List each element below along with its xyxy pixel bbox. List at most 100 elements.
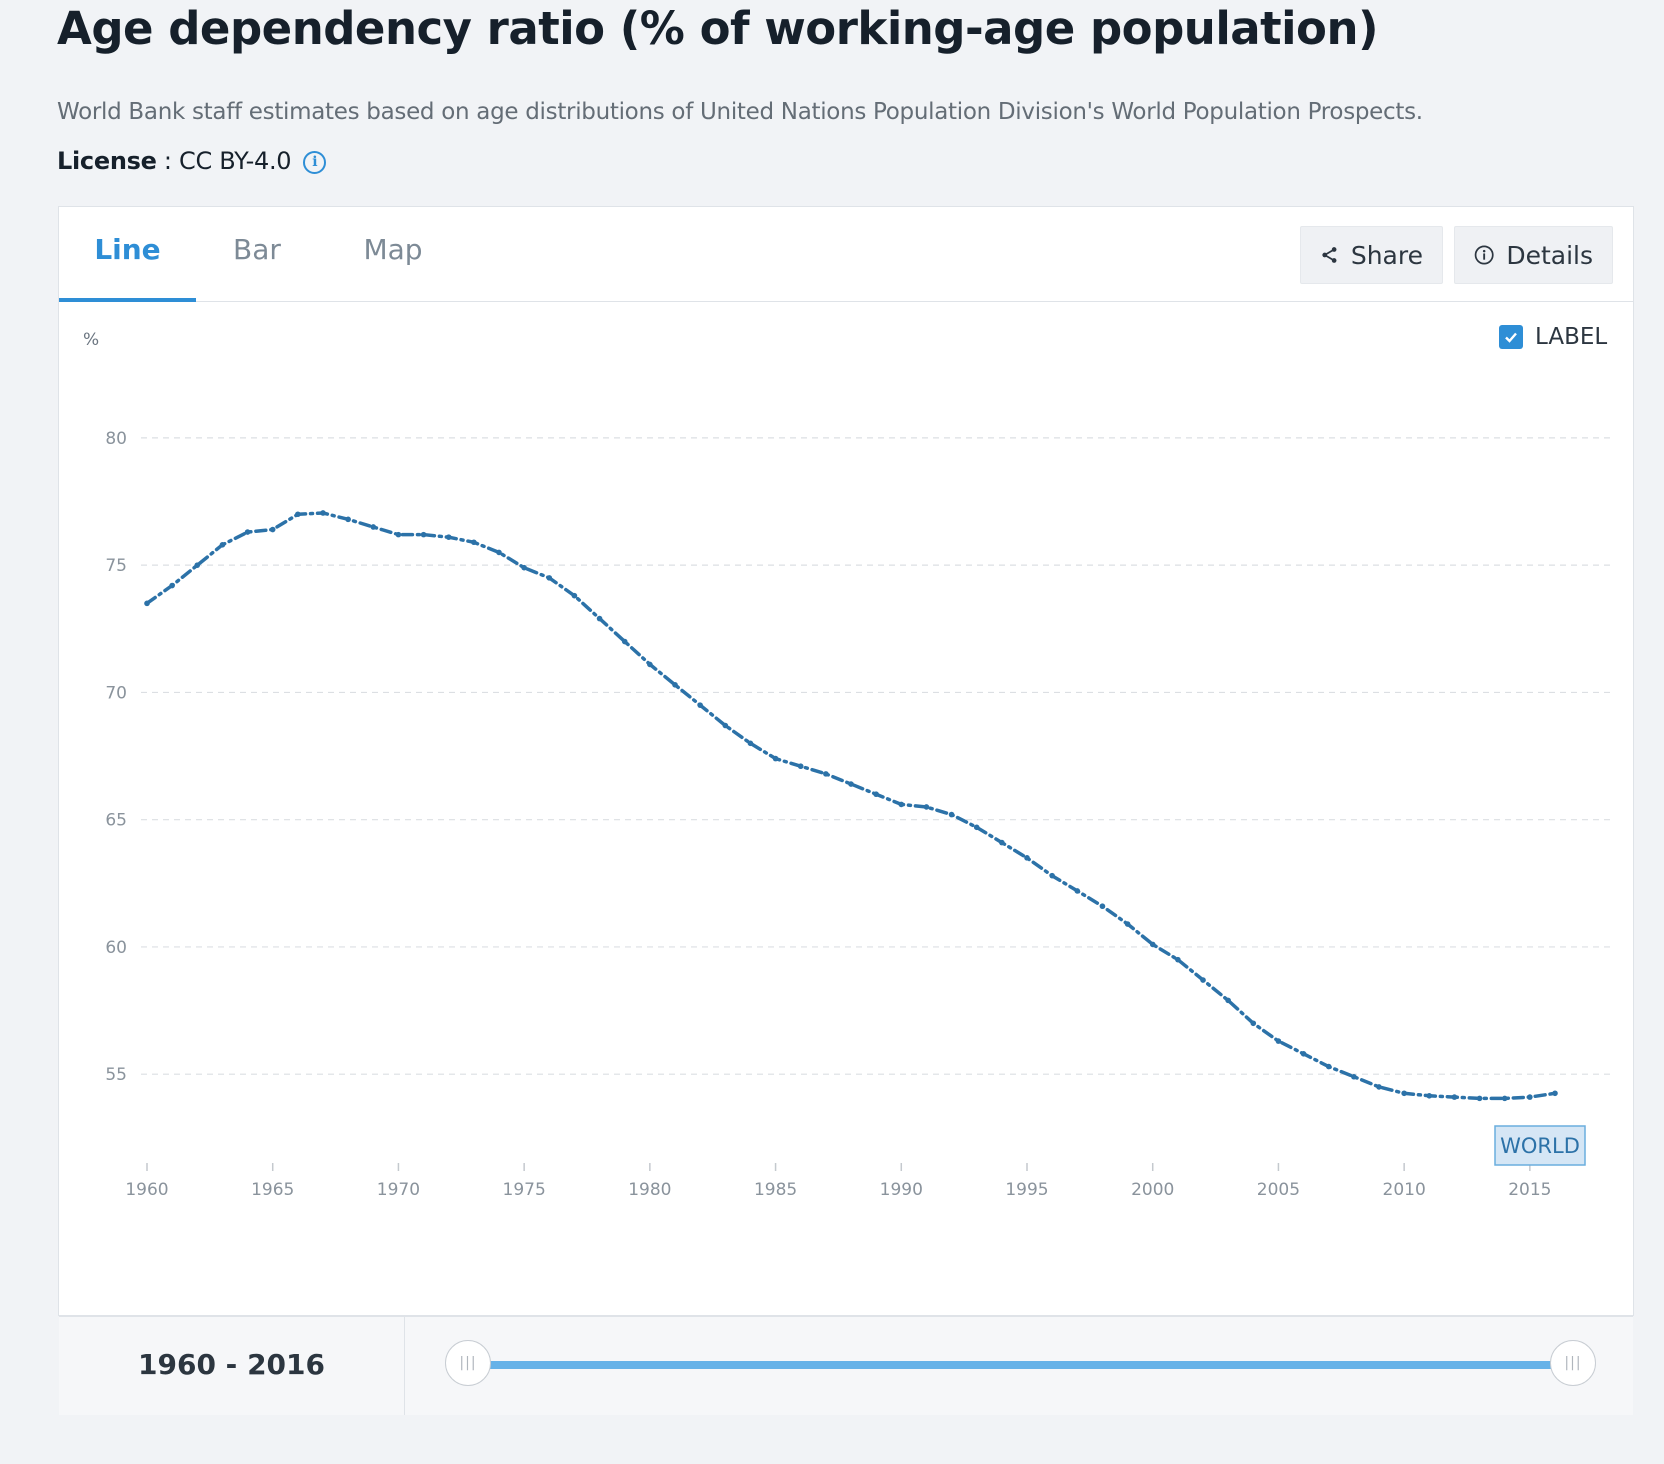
tab-bar[interactable]: Bar [233, 233, 281, 266]
data-point [923, 804, 930, 810]
data-point [1175, 956, 1181, 963]
license-value: CC BY-4.0 [179, 147, 292, 175]
range-start: 1960 [138, 1348, 216, 1381]
year-range-bar: 1960 - 2016 ||| ||| [59, 1316, 1633, 1415]
data-point [1401, 1090, 1407, 1097]
data-point [1527, 1094, 1533, 1100]
share-label: Share [1350, 240, 1423, 270]
line-chart: % 55 60 65 70 75 80 1960 1965 1970 1975 1980 1985 199… [83, 330, 1613, 1200]
data-point [320, 510, 326, 516]
year-range-label: 1960 - 2016 [59, 1317, 405, 1415]
data-point [596, 615, 603, 622]
data-point [295, 511, 301, 518]
chart-area: LABEL % 55 60 65 70 75 80 1960 1965 1970 1975 1980 1… [59, 302, 1633, 1222]
data-point [973, 824, 980, 831]
label-toggle-text: LABEL [1535, 324, 1608, 350]
data-point [1049, 872, 1055, 879]
tab-map[interactable]: Map [363, 233, 423, 266]
data-point [395, 531, 402, 538]
x-tick-label: 1995 [1005, 1180, 1048, 1200]
data-point [345, 516, 351, 523]
data-point [647, 661, 653, 668]
data-point [445, 534, 452, 540]
data-point [1351, 1073, 1357, 1080]
data-point [471, 539, 477, 546]
data-point [873, 791, 879, 798]
range-separator: - [215, 1348, 248, 1381]
x-tick-label: 1960 [125, 1180, 168, 1200]
x-tick-label: 1965 [251, 1180, 294, 1200]
checkmark-icon [1505, 332, 1517, 343]
data-point [1552, 1090, 1558, 1097]
data-point [747, 740, 754, 747]
data-point [621, 638, 628, 645]
data-point [697, 702, 703, 708]
data-point [797, 763, 804, 770]
data-point [772, 755, 779, 762]
data-point [1376, 1084, 1382, 1090]
y-tick-label: 55 [105, 1065, 127, 1085]
data-point [948, 811, 955, 818]
data-point [571, 592, 578, 599]
license-line: License : CC BY-4.0 i [57, 147, 327, 175]
data-point [269, 526, 276, 533]
x-tick-label: 1980 [628, 1180, 671, 1200]
data-point [672, 681, 678, 688]
data-point [1501, 1095, 1508, 1102]
data-point [1074, 888, 1081, 894]
data-point [1476, 1095, 1483, 1102]
page-title: Age dependency ratio (% of working-age p… [57, 2, 1379, 55]
series-line-world [145, 511, 1557, 1101]
data-point [722, 722, 729, 729]
data-point [219, 542, 226, 548]
y-axis-label: % [83, 330, 99, 350]
data-point [1300, 1051, 1307, 1057]
x-tick-label: 2010 [1383, 1180, 1426, 1200]
data-point [420, 531, 427, 538]
share-button[interactable]: Share [1300, 226, 1443, 284]
year-range-slider[interactable]: ||| ||| [405, 1317, 1633, 1415]
data-point [169, 582, 175, 589]
data-point [848, 781, 854, 787]
data-point [1099, 903, 1106, 910]
indicator-description: World Bank staff estimates based on age … [57, 99, 1423, 125]
y-tick-label: 60 [105, 938, 127, 958]
data-point [1200, 977, 1206, 983]
details-info-icon [1474, 245, 1494, 265]
chart-panel: Line Bar Map Share Details [58, 206, 1634, 1415]
license-separator: : [156, 147, 180, 175]
data-point [496, 549, 502, 556]
data-point [194, 562, 201, 568]
data-point [823, 771, 829, 777]
share-icon [1322, 247, 1337, 263]
y-tick-label: 80 [105, 429, 127, 449]
info-icon[interactable]: i [303, 151, 327, 174]
slider-handle-start[interactable]: ||| [445, 1340, 491, 1386]
x-tick-label: 2015 [1508, 1180, 1551, 1200]
data-point [1149, 941, 1156, 948]
label-toggle[interactable]: LABEL [1499, 324, 1607, 350]
license-label: License [57, 147, 157, 175]
data-point [1124, 921, 1131, 927]
x-tick-label: 2005 [1257, 1180, 1300, 1200]
details-label: Details [1506, 240, 1593, 270]
y-tick-label: 65 [105, 811, 127, 831]
x-tick-label: 1990 [880, 1180, 923, 1200]
data-point [999, 839, 1005, 846]
data-point [898, 801, 905, 808]
data-point [1451, 1094, 1458, 1100]
data-point [546, 575, 553, 581]
data-point [1426, 1093, 1433, 1099]
data-point [1325, 1063, 1332, 1070]
series-label-box [1494, 1125, 1586, 1166]
tab-line[interactable]: Line [59, 207, 196, 302]
details-button[interactable]: Details [1454, 226, 1613, 284]
slider-fill [468, 1361, 1573, 1369]
data-point [244, 529, 251, 535]
data-point [370, 524, 377, 530]
label-checkbox[interactable] [1499, 325, 1523, 349]
data-point [1225, 997, 1231, 1004]
data-point [521, 564, 527, 571]
x-tick-label: 2000 [1131, 1180, 1174, 1200]
slider-handle-end[interactable]: ||| [1550, 1340, 1596, 1386]
